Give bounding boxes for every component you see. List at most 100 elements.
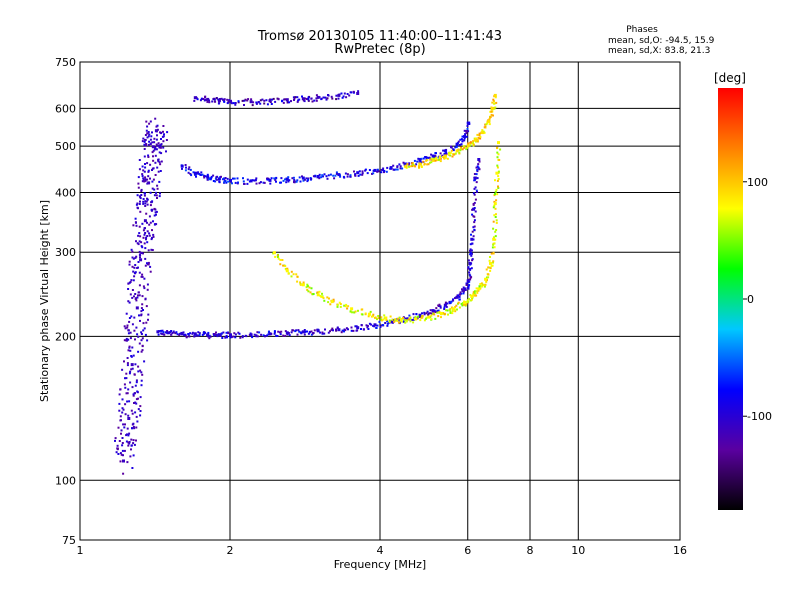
echo-point xyxy=(477,136,480,139)
echo-point xyxy=(316,291,319,294)
echo-point xyxy=(121,444,124,447)
echo-point xyxy=(212,174,215,177)
echo-point xyxy=(275,334,278,337)
echo-point xyxy=(121,442,124,444)
echo-point xyxy=(125,377,128,380)
echo-point xyxy=(418,164,420,167)
echo-point xyxy=(492,220,495,223)
echo-point xyxy=(157,158,160,161)
echo-point xyxy=(216,175,219,178)
echo-point xyxy=(224,177,227,179)
echo-point xyxy=(430,318,433,321)
echo-point xyxy=(354,325,357,328)
echo-point xyxy=(268,332,272,336)
echo-point xyxy=(406,319,409,322)
echo-point xyxy=(210,177,213,180)
echo-point xyxy=(138,240,141,243)
echo-point xyxy=(237,181,239,184)
echo-point xyxy=(214,180,217,183)
echo-point xyxy=(149,270,152,273)
echo-point xyxy=(158,161,161,164)
echo-point xyxy=(335,171,338,174)
echo-point xyxy=(464,303,467,306)
echo-point xyxy=(405,320,408,323)
echo-point xyxy=(136,420,139,423)
echo-point xyxy=(476,140,479,143)
echo-point xyxy=(436,311,439,314)
echo-point xyxy=(141,373,144,376)
echo-point xyxy=(129,331,132,334)
echo-point xyxy=(471,258,474,261)
echo-point xyxy=(430,314,433,317)
echo-point xyxy=(393,168,396,171)
echo-point xyxy=(253,333,256,336)
echo-point xyxy=(146,136,149,139)
echo-point xyxy=(475,166,478,169)
echo-point xyxy=(154,129,158,133)
echo-point xyxy=(155,213,157,216)
echo-point xyxy=(376,318,378,321)
echo-point xyxy=(133,427,136,430)
echo-point xyxy=(429,158,432,161)
echo-point xyxy=(478,132,481,135)
echo-point xyxy=(461,289,464,292)
echo-point xyxy=(301,95,303,98)
echo-point xyxy=(465,132,468,135)
echo-point xyxy=(421,315,424,318)
echo-point xyxy=(450,145,452,148)
echo-point xyxy=(143,287,146,290)
echo-point xyxy=(274,100,277,103)
echo-point xyxy=(220,97,223,100)
echo-point xyxy=(151,229,153,232)
echo-point xyxy=(454,306,457,308)
echo-point xyxy=(325,175,328,178)
echo-point xyxy=(145,143,148,146)
echo-point xyxy=(134,264,137,266)
echo-point xyxy=(321,296,324,298)
echo-point xyxy=(429,161,431,164)
echo-point xyxy=(427,313,430,316)
echo-point xyxy=(215,331,217,334)
echo-point xyxy=(154,211,157,214)
echo-point xyxy=(200,174,203,176)
echo-point xyxy=(302,179,305,182)
echo-point xyxy=(127,332,130,335)
echo-point xyxy=(372,172,375,175)
echo-point xyxy=(269,182,272,185)
echo-point xyxy=(258,182,261,185)
echo-point xyxy=(226,177,229,180)
echo-point xyxy=(225,181,228,184)
echo-point xyxy=(125,372,128,375)
echo-point xyxy=(449,310,452,313)
phase-stats-o: mean, sd,O: -94.5, 15.9 xyxy=(608,36,715,46)
echo-point xyxy=(166,331,170,335)
echo-point xyxy=(147,131,150,133)
echo-point xyxy=(133,402,135,404)
echo-point xyxy=(302,99,305,102)
echo-point xyxy=(360,328,362,330)
echo-point xyxy=(463,129,466,132)
echo-point xyxy=(137,243,140,246)
echo-point xyxy=(443,308,446,310)
echo-point xyxy=(438,311,441,314)
echo-point xyxy=(349,174,352,177)
echo-point xyxy=(342,95,345,98)
echo-point xyxy=(142,202,145,205)
echo-point xyxy=(307,177,310,180)
x-tick-label: 1 xyxy=(77,544,84,557)
chart-subtitle: RwPretec (8p) xyxy=(334,42,425,57)
echo-point xyxy=(140,252,143,254)
echo-point xyxy=(230,336,233,339)
echo-point xyxy=(144,257,147,260)
echo-point xyxy=(487,276,490,279)
echo-point xyxy=(165,150,167,153)
echo-point xyxy=(451,312,454,315)
echo-point xyxy=(137,182,140,185)
echo-point xyxy=(367,312,371,316)
echo-point xyxy=(490,113,493,116)
echo-point xyxy=(495,101,498,104)
echo-point xyxy=(116,444,119,447)
echo-point xyxy=(299,331,302,334)
echo-point xyxy=(263,102,266,105)
echo-point xyxy=(204,175,207,178)
